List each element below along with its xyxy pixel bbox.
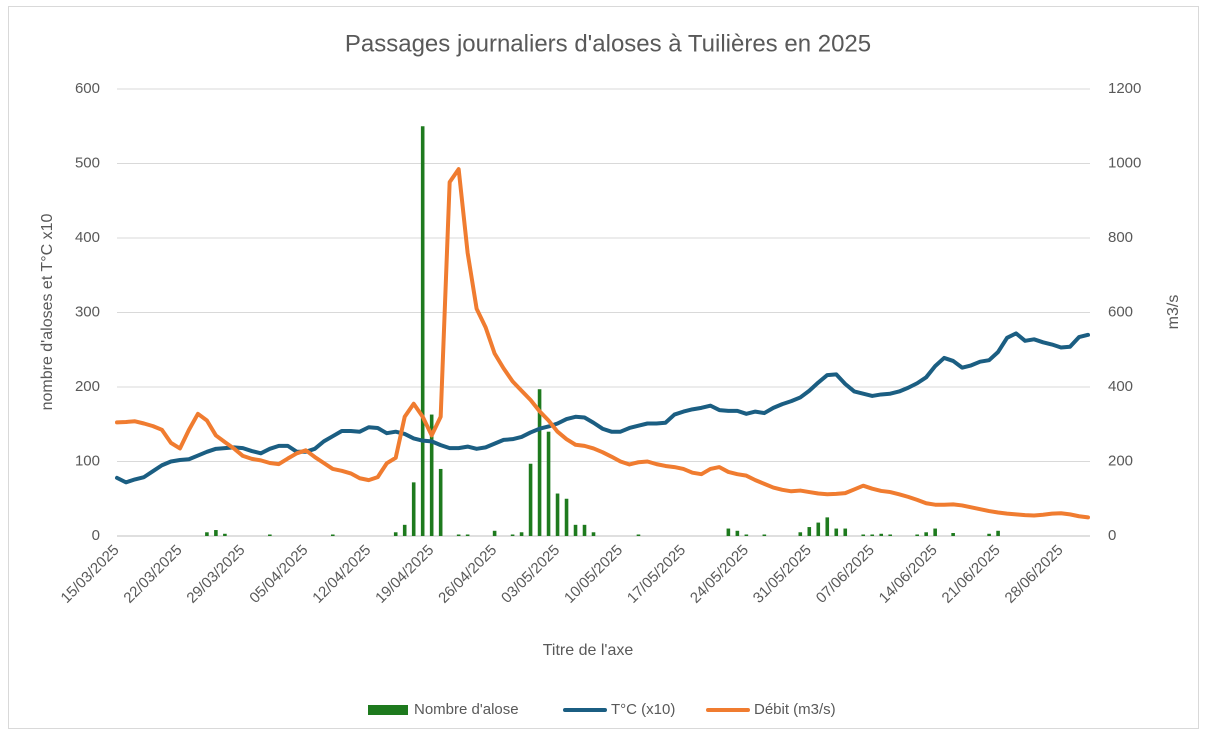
bar [996,530,1000,536]
legend-swatch [368,705,408,715]
y2-tick-label: 200 [1108,452,1133,469]
bar [411,482,416,536]
bar [591,532,596,536]
line [115,167,1090,520]
legend-label: Débit (m3/s) [754,701,836,718]
y2-tick-label: 600 [1108,303,1133,320]
bar [987,533,991,536]
y2-tick-label: 0 [1108,527,1116,544]
bar [393,532,398,536]
bar [825,517,830,536]
bar [564,498,569,536]
bar [762,534,767,536]
line [115,331,1090,485]
y-tick-label: 200 [75,378,100,395]
bar [537,389,542,536]
bar [582,524,587,536]
bar [798,532,803,536]
bar [510,534,515,536]
y-tick-label: 100 [75,452,100,469]
bar [951,533,955,536]
bar [456,534,461,536]
y2-tick-label: 800 [1108,229,1133,246]
bar [492,530,497,536]
bar [636,534,641,536]
chart-title: Passages journaliers d'aloses à Tuilière… [345,30,871,57]
bar [330,534,335,536]
y-tick-label: 500 [75,154,100,171]
bar [735,530,740,536]
bar [429,414,434,536]
bar [933,528,937,536]
bar [924,532,928,536]
y-tick-label: 600 [75,80,100,97]
y-tick-label: 300 [75,303,100,320]
y2-tick-label: 400 [1108,378,1133,395]
y-axis-title: nombre d'aloses et T°C x10 [39,213,56,410]
bar [223,533,227,536]
bar [519,532,524,536]
bar [879,533,884,536]
y2-tick-label: 1000 [1108,154,1141,171]
bar [465,534,470,536]
bar [816,522,821,536]
bar [555,493,560,536]
y2-axis-title: m3/s [1165,295,1182,330]
chart-border [8,6,1199,729]
legend-label: T°C (x10) [611,701,675,718]
legend-label: Nombre d'alose [414,701,519,718]
bar [870,534,875,536]
x-axis-title: Titre de l'axe [543,642,634,659]
bar [438,468,443,536]
bar [573,524,578,536]
bar [205,532,209,536]
bar [888,534,893,536]
bar [726,528,731,536]
bar [861,534,866,536]
bar [268,534,272,536]
y2-tick-label: 1200 [1108,80,1141,97]
bar [744,534,749,536]
bar [402,524,407,536]
bar [834,528,839,536]
y-tick-label: 0 [92,527,100,544]
bar [807,527,812,536]
y-tick-label: 400 [75,229,100,246]
bar [546,431,551,536]
bar [420,126,425,536]
bar [214,530,218,536]
bar [528,463,533,536]
bar [843,528,848,536]
bar [915,534,919,536]
